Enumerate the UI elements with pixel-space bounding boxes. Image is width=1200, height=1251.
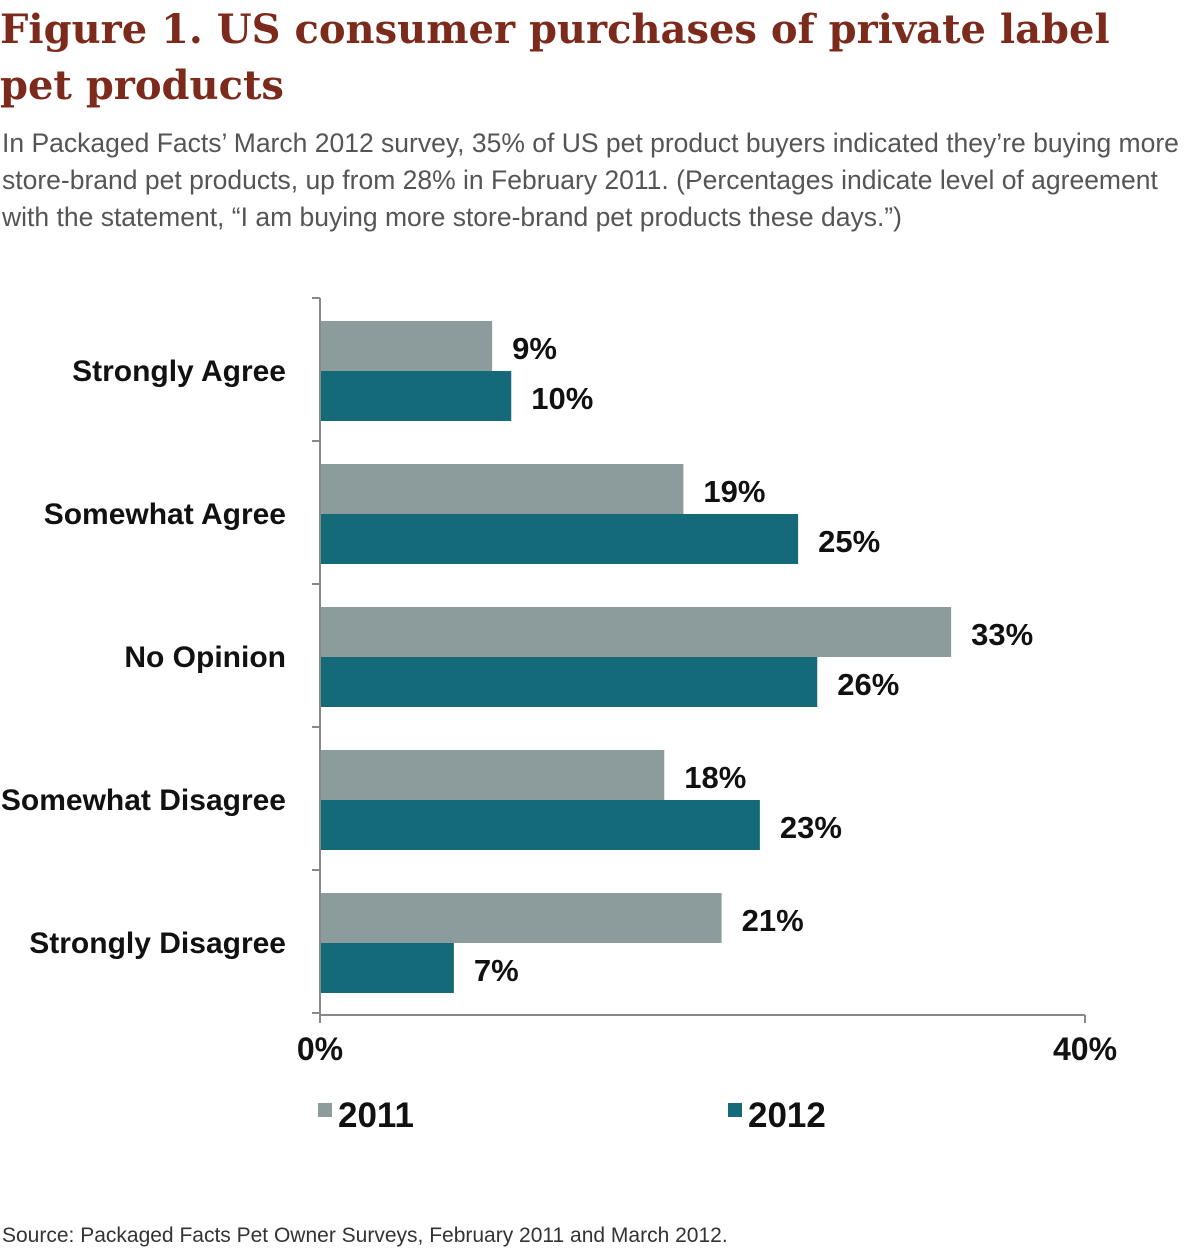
legend: 2011 2012 [318,1096,826,1135]
bar-2012 [321,943,454,993]
category-label: Strongly Disagree [29,927,286,960]
bar-2012 [321,371,512,421]
figure-subtitle: In Packaged Facts’ March 2012 survey, 35… [2,128,1179,232]
legend-swatch-2012 [728,1103,742,1117]
bar-2011 [321,750,665,800]
bar-2011 [321,321,493,371]
bar-2012 [321,657,818,707]
data-label-2011: 9% [512,331,557,366]
bar-2012 [321,800,760,850]
data-label-2012: 25% [818,524,880,559]
legend-label-2012: 2012 [748,1096,826,1135]
data-label-2012: 23% [780,810,842,845]
data-label-2012: 26% [837,667,899,702]
x-tick-label: 40% [1053,1031,1117,1067]
data-label-2012: 7% [474,953,519,988]
x-tick-label: 0% [297,1031,343,1067]
data-label-2011: 21% [742,903,804,938]
category-label: No Opinion [124,641,286,674]
bar-2011 [321,607,952,657]
value-labels: 9% 10% 19% 25% 33% 26% 18% 23% 21% 7% [474,331,1033,988]
category-label: Somewhat Agree [44,498,286,531]
legend-label-2011: 2011 [338,1096,414,1135]
figure-title: Figure 1. US consumer purchases of priva… [0,6,1110,109]
tick-labels: 0% 40% [297,1031,1117,1067]
bar-2012 [321,514,799,564]
category-label: Somewhat Disagree [1,784,286,817]
data-label-2011: 33% [971,617,1033,652]
bar-chart: Strongly Agree Somewhat Agree No Opinion So… [1,297,1117,1135]
data-label-2011: 19% [703,474,765,509]
bar-2011 [321,893,722,943]
category-labels: Strongly Agree Somewhat Agree No Opinion So… [1,355,286,960]
axes [312,297,1086,1023]
source-note: Source: Packaged Facts Pet Owner Surveys… [2,1224,728,1247]
category-label: Strongly Agree [72,355,286,388]
data-label-2011: 18% [684,760,746,795]
bars [321,321,952,993]
data-label-2012: 10% [531,381,593,416]
bar-2011 [321,464,684,514]
legend-swatch-2011 [318,1103,332,1117]
